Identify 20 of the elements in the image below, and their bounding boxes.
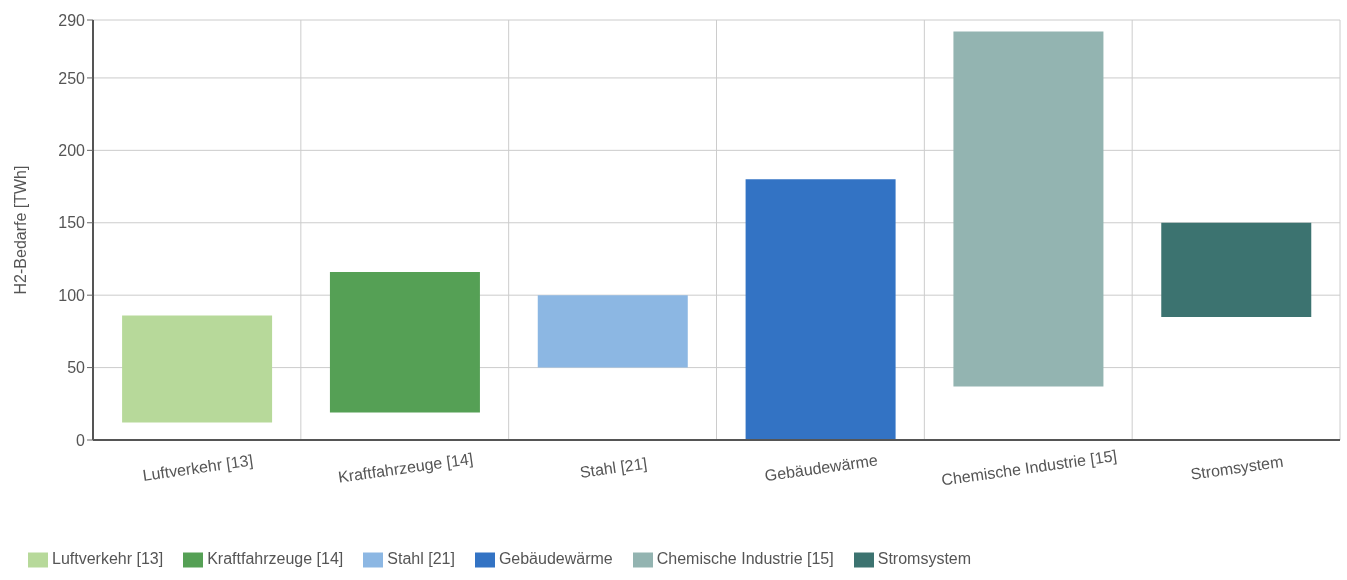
- x-tick-label: Kraftfahrzeuge [14]: [337, 449, 475, 486]
- x-tick-label: Luftverkehr [13]: [141, 451, 254, 484]
- y-tick-label: 250: [58, 69, 86, 87]
- legend-label: Kraftfahrzeuge [14]: [207, 550, 344, 568]
- x-tick-label: Stromsystem: [1189, 452, 1285, 483]
- legend-label: Stromsystem: [877, 550, 972, 568]
- x-tick-label: Chemische Industrie [15]: [940, 447, 1118, 489]
- x-tick-label: Gebäudewärme: [763, 451, 879, 485]
- legend-label: Chemische Industrie [15]: [656, 550, 834, 568]
- y-tick-label: 0: [76, 431, 86, 449]
- legend-label: Luftverkehr [13]: [52, 550, 164, 568]
- y-tick-label: 100: [58, 286, 86, 304]
- y-axis-title: H2-Bedarfe [TWh]: [11, 165, 29, 295]
- y-tick-label: 150: [58, 214, 86, 232]
- legend-label: Stahl [21]: [387, 550, 455, 568]
- y-tick-label: 200: [58, 142, 86, 160]
- legend-label: Gebäudewärme: [498, 550, 613, 568]
- y-tick-label: 290: [58, 11, 86, 29]
- y-tick-label: 50: [67, 359, 86, 377]
- x-tick-label: Stahl [21]: [578, 454, 649, 481]
